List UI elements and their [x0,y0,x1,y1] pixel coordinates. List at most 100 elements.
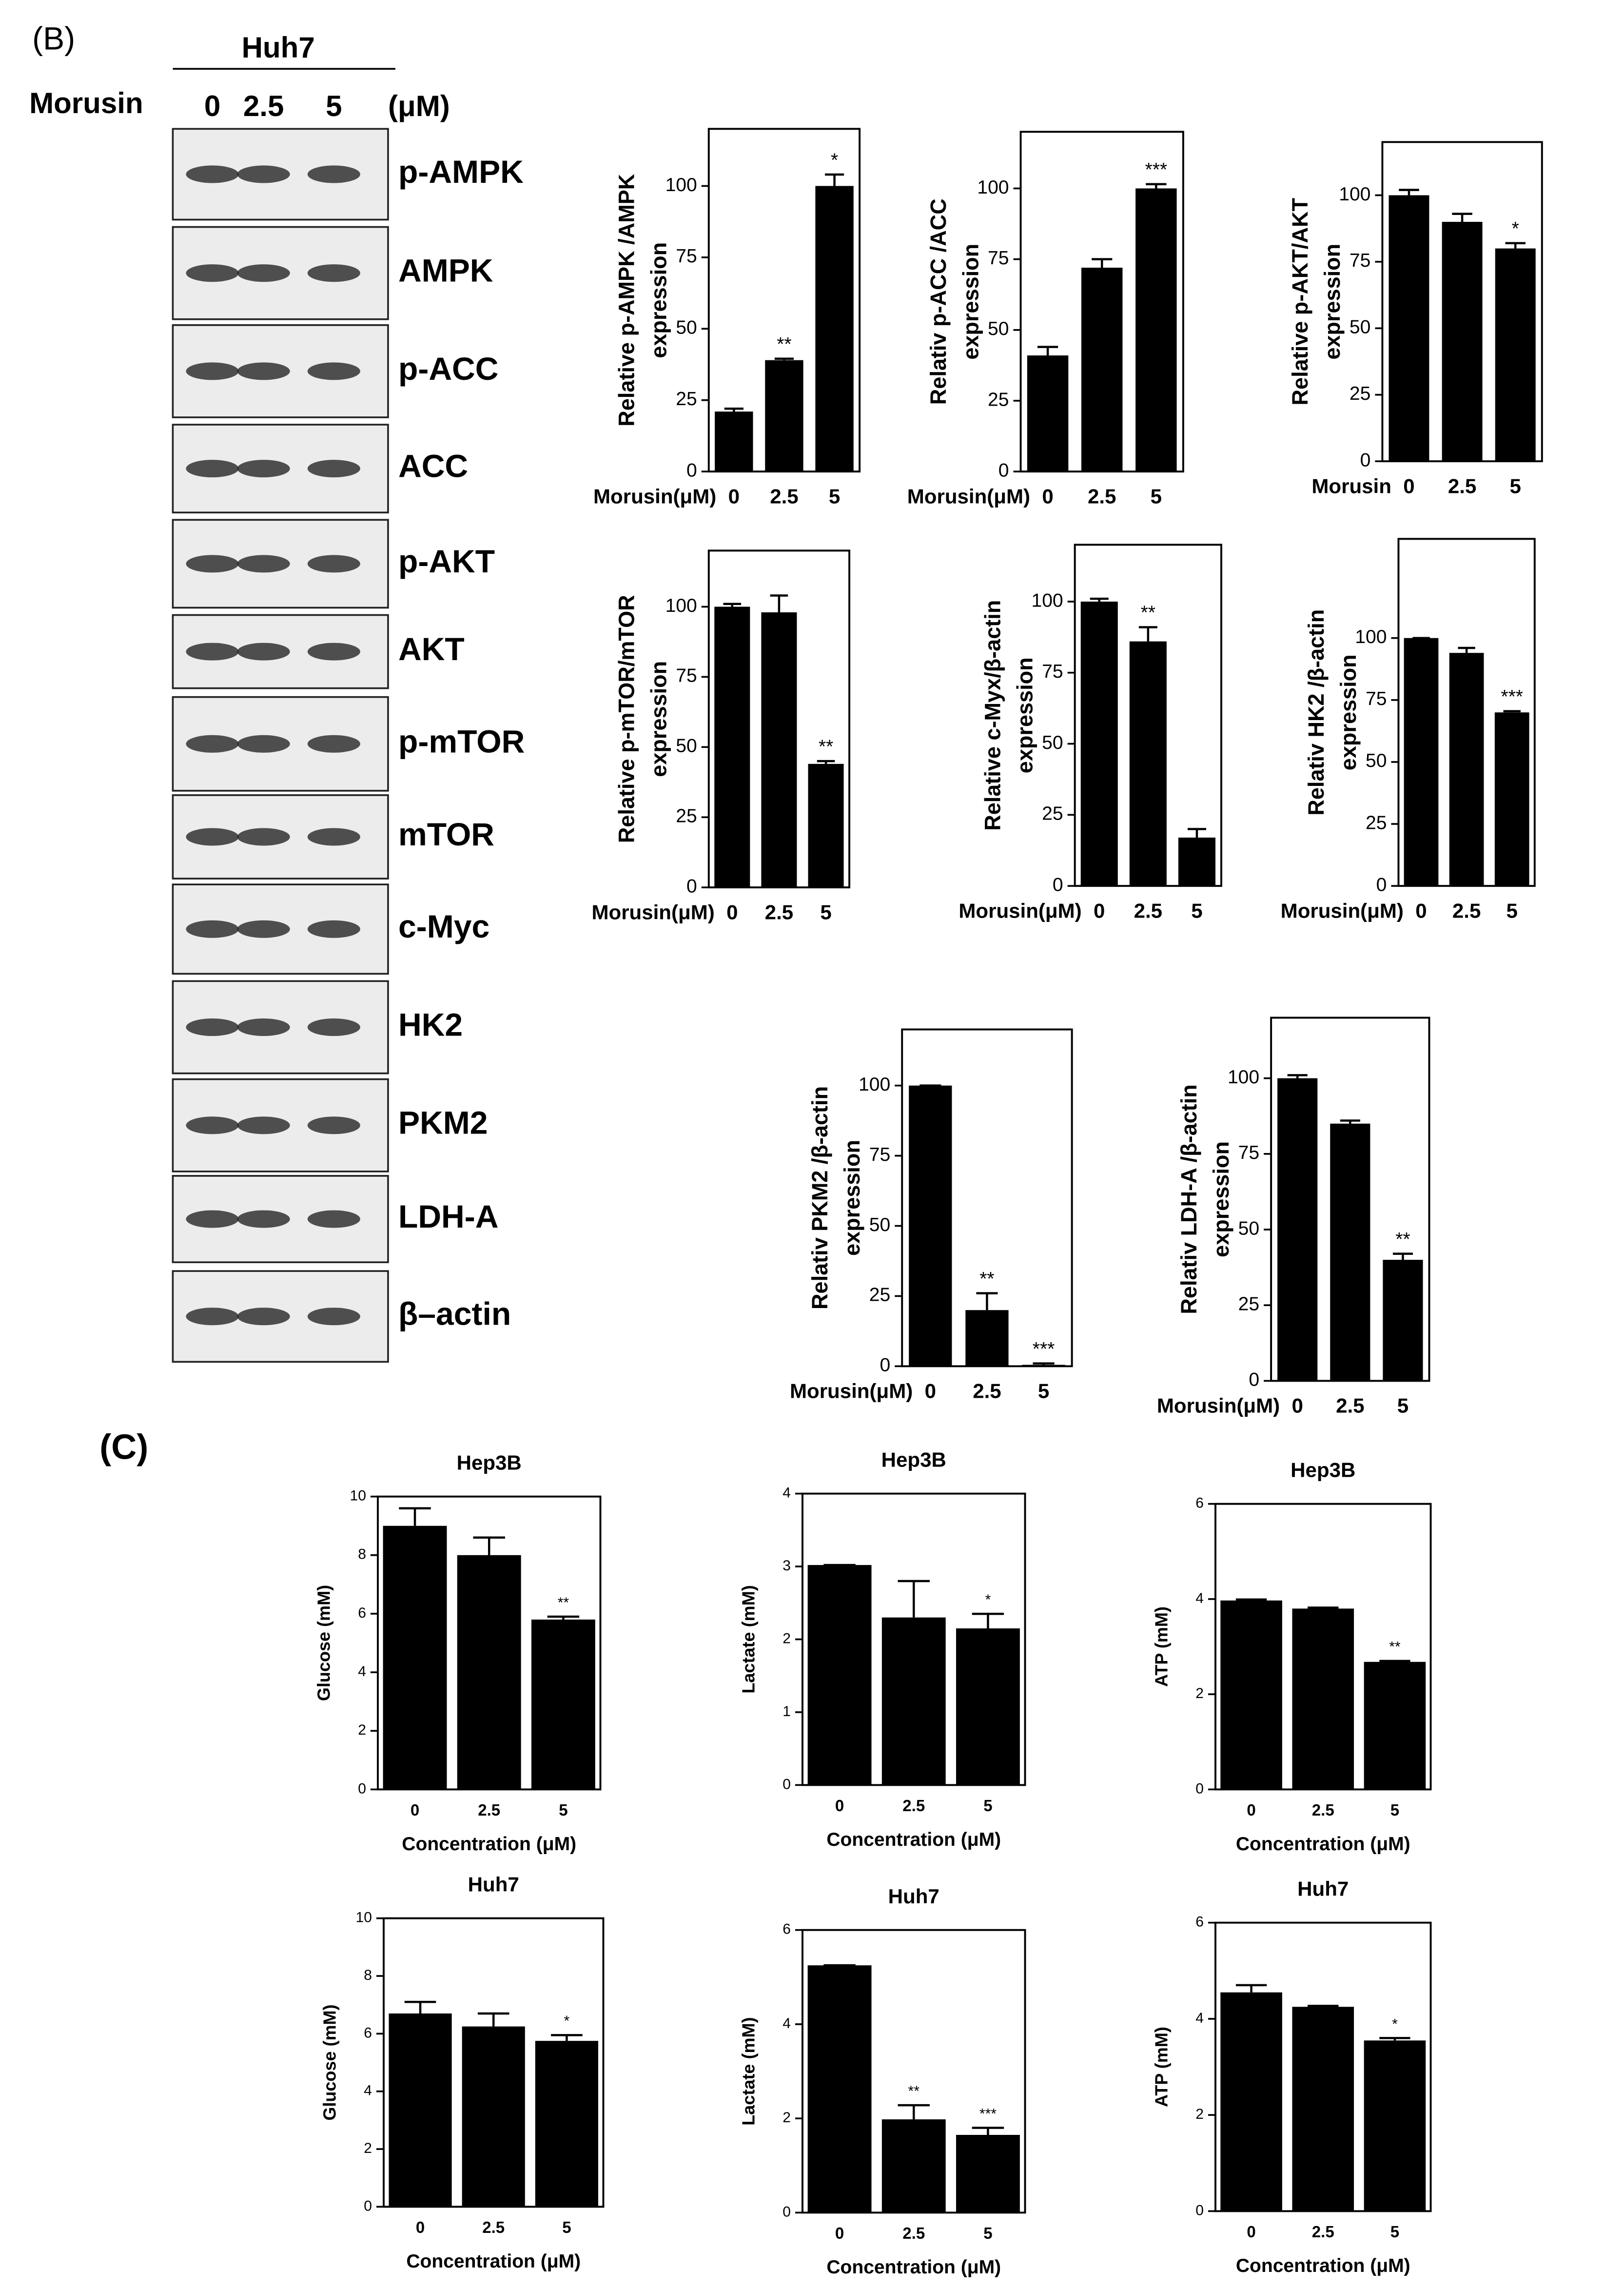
blot-band [186,555,239,573]
blot-band [186,264,239,282]
y-tick-label: 6 [1195,1495,1204,1511]
cell-line: Huh7 [242,31,315,64]
y-tick-label: 100 [1339,184,1370,205]
y-axis-label: expression [1336,654,1361,770]
blot-band [186,165,239,183]
y-tick-label: 0 [358,1780,366,1797]
y-tick-label: 50 [869,1214,890,1235]
x-tick-label: 0 [728,485,740,508]
x-tick-label: 2.5 [1336,1394,1364,1417]
y-tick-label: 50 [988,318,1009,339]
bar [909,1085,952,1367]
blot-band [237,264,290,282]
blot-band [186,460,239,478]
band-label: p-AMPK [398,154,524,190]
y-tick-label: 25 [869,1285,890,1306]
y-tick-label: 75 [1238,1142,1259,1163]
y-axis-label: expression [958,244,983,360]
x-tick-label: 2.5 [1452,899,1481,922]
bar [807,1565,872,1785]
bar [1220,1600,1282,1790]
significance: ** [979,1269,994,1290]
blot-band [186,1018,239,1036]
bar [1364,2040,1426,2211]
x-axis-label: Concentration (μM) [826,2257,1001,2278]
y-tick-label: 75 [676,246,697,267]
y-tick-label: 100 [977,177,1009,198]
significance: ** [819,736,833,757]
significance: ** [558,1595,569,1611]
x-tick-label: 2.5 [902,1797,925,1815]
y-tick-label: 25 [988,389,1009,410]
y-axis-label: Relativ p-ACC /ACC [926,198,951,405]
blot-band [307,920,360,938]
y-tick-label: 25 [676,806,697,827]
y-tick-label: 2 [783,2110,791,2126]
panel-label: (B) [32,21,75,57]
bar [956,2135,1020,2213]
blot-band [307,1308,360,1326]
y-tick-label: 0 [1249,1369,1259,1390]
panel-label: (C) [99,1428,148,1467]
y-tick-label: 0 [364,2198,372,2214]
y-axis-label: Relativ LDH-A /β-actin [1176,1084,1201,1314]
y-tick-label: 2 [1195,1685,1204,1701]
y-tick-label: 25 [1238,1294,1259,1315]
y-axis-label: ATP (mM) [1151,2027,1171,2107]
chart-title: Huh7 [888,1885,939,1908]
x-tick-label: 0 [1247,2223,1255,2241]
significance: * [1512,218,1519,239]
bar [1494,712,1529,886]
significance: ** [908,2083,920,2099]
bar [1220,1992,1282,2211]
y-tick-label: 0 [1195,2202,1204,2218]
x-axis-label: Concentration (μM) [1236,1834,1410,1855]
band-label: mTOR [398,817,494,853]
y-tick-label: 75 [988,248,1009,269]
y-tick-label: 100 [665,595,697,616]
bar [965,1310,1009,1367]
y-tick-label: 2 [1195,2106,1204,2122]
x-axis-label: Morusin(μM) [907,485,1030,508]
bar [1292,2007,1354,2211]
blot-band [237,1210,290,1228]
x-tick-label: 0 [925,1380,936,1403]
band-label: β–actin [398,1296,511,1332]
y-tick-label: 0 [783,1776,791,1792]
x-tick-label: 5 [1507,899,1518,922]
blot-band [186,735,239,753]
significance: *** [979,2106,997,2122]
blot-band [237,920,290,938]
bar [1178,838,1215,886]
x-tick-label: 0 [726,900,738,923]
band-label: ACC [398,449,468,485]
y-tick-label: 6 [364,2025,372,2041]
blot-band [186,828,239,846]
x-tick-label: 0 [411,1801,419,1819]
y-tick-label: 4 [783,1485,791,1501]
y-tick-label: 3 [783,1558,791,1574]
y-tick-label: 6 [358,1605,366,1621]
y-tick-label: 4 [1195,1590,1204,1606]
lane-label: 5 [326,90,342,122]
x-tick-label: 5 [1510,474,1521,497]
x-tick-label: 0 [416,2218,425,2236]
x-tick-label: 2.5 [1134,899,1162,922]
bar [881,1617,946,1785]
y-tick-label: 100 [665,175,697,195]
bar [1027,355,1069,472]
band-label: AMPK [398,253,493,289]
y-tick-label: 100 [1355,626,1387,647]
blot-band [307,460,360,478]
band-label: p-mTOR [398,723,525,760]
bar [1495,248,1536,462]
blot-band [237,1116,290,1134]
bar [881,2119,946,2213]
y-tick-label: 100 [1031,590,1063,611]
band-label: p-AKT [398,544,495,580]
y-tick-label: 4 [783,2015,791,2032]
y-tick-label: 0 [880,1355,890,1376]
bar [1330,1123,1370,1381]
x-tick-label: 0 [1291,1394,1303,1417]
y-tick-label: 2 [783,1630,791,1646]
